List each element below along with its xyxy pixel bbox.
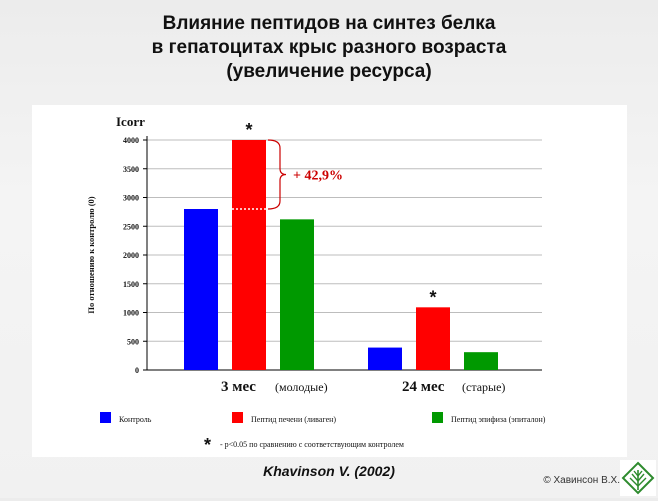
y-tick-label: 2500 xyxy=(123,222,139,231)
significance-asterisk: * xyxy=(429,287,436,307)
footnote-asterisk: * xyxy=(204,435,211,455)
title-line-3: (увеличение ресурса) xyxy=(226,61,432,82)
legend-label: Контроль xyxy=(119,415,152,424)
y-tick-label: 2000 xyxy=(123,251,139,260)
annotation-label: + 42,9% xyxy=(293,169,343,184)
y-tick-label: 4000 xyxy=(123,136,139,145)
group-label: 24 мес xyxy=(402,379,445,395)
group-sublabel: (молодые) xyxy=(275,380,328,394)
chart: 0 500 1000 1500 2000 2500 3000 3500 4000 Icorr По … xyxy=(86,114,546,455)
y-tick-label: 500 xyxy=(127,337,139,346)
y-tick-label: 1000 xyxy=(123,309,139,318)
legend-swatch xyxy=(100,412,111,423)
y-axis-label: По отношению к контролю (0) xyxy=(86,196,96,313)
bar xyxy=(232,140,266,370)
significance-asterisk: * xyxy=(245,120,252,140)
bar xyxy=(280,219,314,370)
legend-swatch xyxy=(432,412,443,423)
title-line-1: Влияние пептидов на синтез белка xyxy=(162,13,496,34)
y-tick-label: 0 xyxy=(135,366,139,375)
annotation-bracket xyxy=(267,139,287,210)
bar xyxy=(416,307,450,370)
copyright-text: © Хавинсон В.Х. xyxy=(543,475,620,486)
bar xyxy=(464,352,498,370)
title-line-2: в гепатоцитах крыс разного возраста xyxy=(151,37,507,58)
group-sublabel: (старые) xyxy=(462,380,505,394)
y-tick-label: 3000 xyxy=(123,194,139,203)
chart-panel: 0 500 1000 1500 2000 2500 3000 3500 4000 Icorr По … xyxy=(32,105,627,457)
bar xyxy=(184,209,218,370)
y-tick-label: 1500 xyxy=(123,280,139,289)
citation: Khavinson V. (2002) xyxy=(263,463,395,479)
leaf-logo-icon xyxy=(620,460,656,496)
footnote-text: - p<0.05 по сравнению с соответствующим … xyxy=(220,440,404,449)
y-tick-label: 3500 xyxy=(123,165,139,174)
y-axis-title-top: Icorr xyxy=(116,114,145,129)
legend-label: Пептид эпифиза (эпиталон) xyxy=(451,415,546,424)
slide-title: Влияние пептидов на синтез белка в гепат… xyxy=(0,12,658,84)
group-label: 3 мес xyxy=(221,379,256,395)
legend-label: Пептид печени (ливаген) xyxy=(251,415,336,424)
legend-swatch xyxy=(232,412,243,423)
bar xyxy=(368,347,402,370)
